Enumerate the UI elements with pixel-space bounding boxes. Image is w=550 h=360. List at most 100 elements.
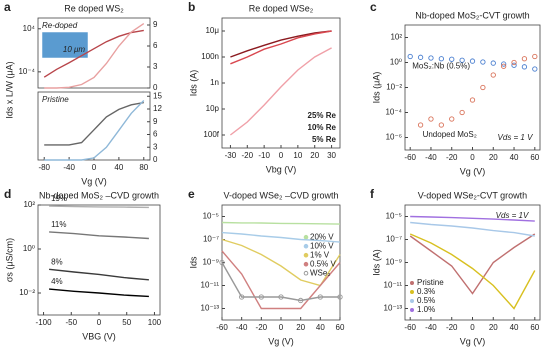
legend-marker [410, 308, 414, 312]
series-label: MoS₂:Nb (0.5%) [412, 62, 470, 71]
legend-label: WSe₂ [310, 268, 330, 277]
y2-tick-label: 6 [153, 130, 158, 139]
data-point [490, 72, 496, 78]
y-tick-label: 10⁴ [23, 24, 36, 33]
data-point [521, 64, 528, 70]
annotation: Pristine [42, 95, 69, 104]
x-tick-label: 100 [148, 318, 162, 327]
panel-letter: a [4, 0, 11, 14]
data-point [258, 294, 264, 300]
y-tick-label: 10⁻⁷ [386, 235, 402, 244]
series-label: Undoped MoS₂ [423, 130, 477, 139]
series-line [44, 100, 145, 161]
y-axis-label: σs (μS/cm) [4, 238, 14, 282]
series-line [230, 30, 332, 58]
x-tick-label: -40 [236, 323, 248, 332]
legend-label: 1.0% [417, 305, 435, 314]
x-tick-label: -60 [216, 323, 228, 332]
y2-tick-label: 3 [153, 62, 158, 71]
data-point [337, 294, 343, 300]
series-line [49, 231, 149, 240]
y-tick-label: 10⁻⁹ [385, 258, 402, 267]
y-axis-label: Ids (A) [371, 249, 381, 276]
y-tick-label: 100n [201, 52, 219, 61]
data-point [317, 294, 323, 300]
x-tick-label: 40 [114, 163, 123, 172]
series-line [49, 288, 149, 298]
x-tick-label: 80 [139, 163, 148, 172]
y-tick-label: 10μ [205, 26, 219, 35]
x-axis-label: Vg (V) [268, 336, 294, 346]
x-tick-label: 20 [489, 323, 498, 332]
data-point [480, 59, 486, 65]
legend-marker [303, 252, 309, 258]
panel-letter: d [4, 187, 11, 201]
y2-tick-label: 0 [153, 155, 158, 164]
legend-label: 10% V [310, 241, 334, 250]
series-line [221, 231, 341, 243]
x-axis-label: Vbg (V) [266, 164, 297, 174]
y2-tick-label: 15 [153, 91, 162, 100]
y-tick-label: 10⁻⁹ [202, 258, 219, 267]
y-tick-label: 10⁻⁴ [18, 67, 35, 76]
series-line [43, 29, 144, 78]
y2-tick-label: 6 [153, 41, 158, 50]
data-point [239, 294, 245, 300]
y-tick-label: 10⁻¹¹ [201, 281, 220, 290]
legend-marker [303, 234, 309, 240]
panel-letter: f [370, 187, 375, 201]
x-tick-label: 60 [530, 153, 539, 162]
data-point [428, 116, 434, 122]
x-tick-label: 20 [489, 153, 498, 162]
legend-label: 10% Re [308, 123, 337, 132]
legend-marker [303, 270, 309, 276]
legend-label: 0.5% [417, 296, 435, 305]
series-label: 11% [51, 220, 66, 229]
series-line [221, 250, 341, 310]
annotation: Re-doped [42, 21, 78, 30]
legend-marker [410, 299, 414, 303]
y-tick-label: 1n [210, 78, 219, 87]
legend-marker [303, 261, 309, 267]
data-point [438, 122, 444, 128]
series-label: 8% [51, 257, 63, 266]
y2-tick-label: 9 [153, 117, 158, 126]
y-tick-label: 10⁻⁴ [385, 108, 402, 117]
y-tick-label: 10² [390, 33, 402, 42]
inset-image [41, 31, 89, 59]
series-line [44, 101, 144, 146]
x-tick-label: -60 [404, 153, 416, 162]
x-axis-label: VBG (V) [82, 331, 116, 341]
y-tick-label: 10⁻¹³ [201, 304, 220, 313]
y-tick-label: 10⁻² [386, 83, 402, 92]
x-tick-label: -20 [242, 151, 254, 160]
data-point [459, 57, 465, 63]
x-axis-label: Vg (V) [81, 176, 107, 186]
legend-label: 25% Re [308, 111, 337, 120]
series-line [229, 47, 332, 136]
data-point [438, 56, 444, 62]
series-line [410, 221, 535, 237]
x-tick-label: 30 [327, 151, 336, 160]
x-tick-label: 0 [470, 153, 475, 162]
y-tick-label: 10p [206, 104, 220, 113]
y-axis-label: Ids (A) [188, 70, 198, 97]
data-point [459, 109, 465, 116]
panel-letter: e [188, 187, 195, 201]
data-point [417, 54, 424, 60]
data-point [449, 56, 455, 62]
x-axis-label: Vg (V) [460, 166, 486, 176]
legend-label: 1% V [310, 250, 330, 259]
x-tick-label: 60 [530, 323, 539, 332]
series-line [221, 221, 341, 225]
x-tick-label: -20 [256, 323, 268, 332]
legend-label: Pristine [417, 278, 444, 287]
annotation: 10 μm [63, 45, 86, 54]
series-label: 19% [51, 194, 67, 203]
legend-label: 0.5% V [310, 259, 336, 268]
y-axis-label: Ids (μA) [371, 72, 381, 104]
y-axis-label: Ids [188, 256, 198, 269]
x-tick-label: -60 [404, 323, 416, 332]
x-tick-label: -100 [36, 318, 53, 327]
